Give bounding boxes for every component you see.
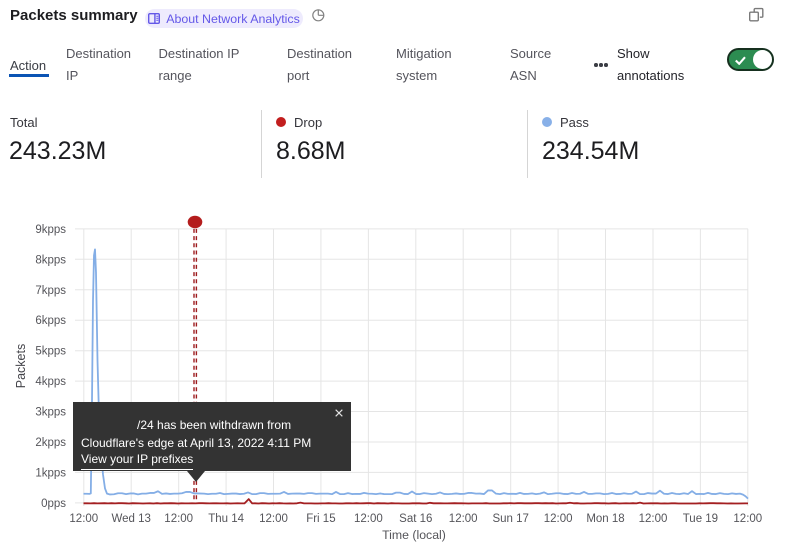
svg-text:Time (local): Time (local) (382, 528, 446, 542)
svg-text:2kpps: 2kpps (35, 437, 66, 449)
svg-text:0pps: 0pps (41, 498, 66, 510)
svg-text:3kpps: 3kpps (35, 407, 66, 419)
svg-text:6kpps: 6kpps (35, 315, 66, 327)
svg-text:12:00: 12:00 (164, 513, 193, 525)
svg-text:Sat 16: Sat 16 (399, 513, 432, 525)
svg-text:Mon 18: Mon 18 (586, 513, 624, 525)
svg-text:5kpps: 5kpps (35, 346, 66, 358)
svg-text:12:00: 12:00 (544, 513, 573, 525)
svg-text:Fri 15: Fri 15 (306, 513, 335, 525)
svg-text:12:00: 12:00 (354, 513, 383, 525)
svg-text:12:00: 12:00 (733, 513, 762, 525)
svg-text:12:00: 12:00 (259, 513, 288, 525)
svg-text:Sun 17: Sun 17 (492, 513, 528, 525)
svg-text:1kpps: 1kpps (35, 467, 66, 479)
svg-text:Tue 19: Tue 19 (683, 513, 718, 525)
svg-text:9kpps: 9kpps (35, 224, 66, 236)
svg-text:4kpps: 4kpps (35, 376, 66, 388)
svg-text:12:00: 12:00 (69, 513, 98, 525)
svg-text:7kpps: 7kpps (35, 285, 66, 297)
svg-text:Thu 14: Thu 14 (208, 513, 244, 525)
svg-text:12:00: 12:00 (449, 513, 478, 525)
svg-text:Wed 13: Wed 13 (111, 513, 150, 525)
svg-text:12:00: 12:00 (639, 513, 668, 525)
svg-text:8kpps: 8kpps (35, 254, 66, 266)
svg-text:Packets: Packets (14, 344, 28, 388)
